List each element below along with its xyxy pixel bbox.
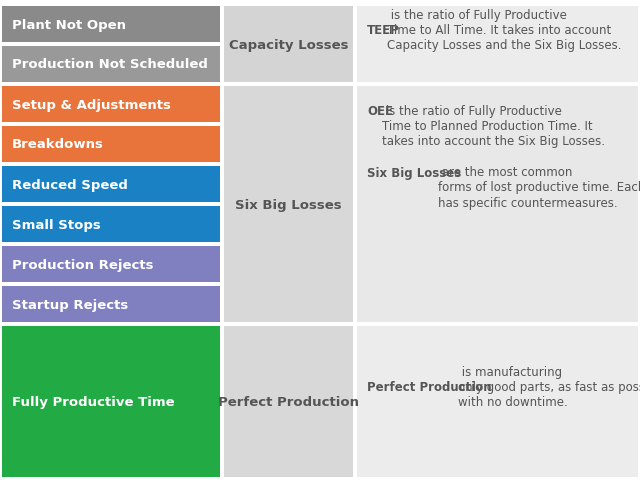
Bar — [2, 207, 220, 242]
Text: Six Big Losses: Six Big Losses — [235, 198, 342, 211]
Bar — [2, 127, 220, 163]
Bar — [224, 7, 353, 83]
Text: Breakdowns: Breakdowns — [12, 138, 104, 151]
Bar — [2, 47, 220, 83]
Bar — [2, 287, 220, 322]
Bar — [357, 326, 638, 477]
Bar — [2, 166, 220, 203]
Text: Setup & Adjustments: Setup & Adjustments — [12, 98, 171, 111]
Bar — [224, 87, 353, 322]
Bar — [357, 7, 638, 83]
Text: Small Stops: Small Stops — [12, 218, 100, 231]
Bar — [224, 326, 353, 477]
Text: Startup Rejects: Startup Rejects — [12, 298, 128, 311]
Text: Fully Productive Time: Fully Productive Time — [12, 395, 175, 408]
Text: Six Big Losses: Six Big Losses — [367, 166, 461, 179]
Bar — [2, 246, 220, 283]
Text: Production Not Scheduled: Production Not Scheduled — [12, 59, 208, 71]
Text: Plant Not Open: Plant Not Open — [12, 18, 126, 31]
Bar — [2, 87, 220, 123]
Text: Production Rejects: Production Rejects — [12, 258, 154, 271]
Text: is the ratio of Fully Productive
Time to All Time. It takes into account
Capacit: is the ratio of Fully Productive Time to… — [387, 9, 621, 52]
Text: Reduced Speed: Reduced Speed — [12, 178, 128, 191]
Text: Perfect Production: Perfect Production — [218, 395, 359, 408]
Text: is manufacturing
only good parts, as fast as possible,
with no downtime.: is manufacturing only good parts, as fas… — [458, 366, 640, 408]
Text: is the ratio of Fully Productive
Time to Planned Production Time. It
takes into : is the ratio of Fully Productive Time to… — [382, 105, 605, 148]
Bar — [2, 7, 220, 43]
Text: TEEP: TEEP — [367, 24, 400, 37]
Text: are the most common
forms of lost productive time. Each loss
has specific counte: are the most common forms of lost produc… — [438, 166, 640, 209]
Text: Perfect Production: Perfect Production — [367, 381, 492, 393]
Bar — [2, 326, 220, 477]
Text: Capacity Losses: Capacity Losses — [228, 38, 348, 51]
Bar — [357, 87, 638, 322]
Text: OEE: OEE — [367, 105, 393, 118]
